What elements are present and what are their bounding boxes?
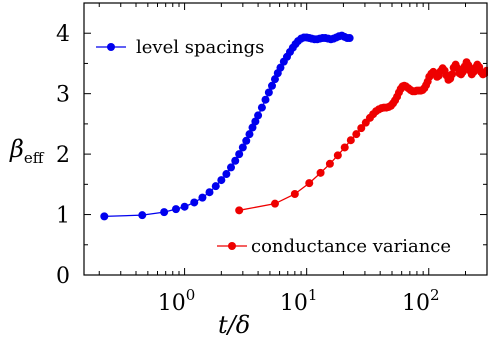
data-point-level-spacings [180, 202, 189, 211]
y-tick-label: 3 [56, 83, 70, 108]
data-point-level-spacings [276, 63, 285, 72]
data-point-level-spacings [231, 156, 240, 165]
legend-label-level-spacings: level spacings [136, 37, 264, 58]
axes-layer: 0 1 2 3 4 100 101 102 [56, 2, 488, 316]
series-layer [100, 31, 488, 221]
y-tick-label: 1 [56, 204, 70, 229]
data-point-conductance-variance [352, 130, 361, 139]
series-conductance-variance [235, 58, 488, 215]
labels-layer: βeff t/δ [9, 135, 250, 339]
data-point-level-spacings [198, 193, 207, 202]
data-point-conductance-variance [346, 136, 355, 145]
data-point-level-spacings [257, 103, 266, 112]
legend-label-conductance-variance: conductance variance [251, 236, 451, 257]
y-axis-label: βeff [9, 135, 45, 167]
data-point-level-spacings [190, 198, 199, 207]
data-point-level-spacings [238, 143, 247, 152]
x-axis-label: t/δ [218, 311, 250, 339]
data-point-level-spacings [211, 182, 220, 191]
data-point-level-spacings [160, 208, 169, 217]
data-point-conductance-variance [316, 168, 325, 177]
plot-frame [83, 2, 488, 276]
data-point-level-spacings [254, 111, 263, 120]
data-point-conductance-variance [357, 124, 366, 133]
data-point-level-spacings [100, 212, 109, 221]
series-line-conductance-variance [239, 60, 488, 211]
data-point-level-spacings [205, 188, 214, 197]
y-tick-label: 2 [56, 143, 70, 168]
x-tick-label: 100 [158, 286, 196, 316]
series-line-level-spacings [104, 34, 350, 218]
data-point-level-spacings [242, 136, 251, 145]
data-point-conductance-variance [340, 143, 349, 152]
legend-marker-conductance-variance [228, 242, 236, 250]
x-tick-label: 101 [280, 286, 318, 316]
legend-marker-level-spacings [107, 43, 115, 51]
legend-layer: level spacings conductance variance [96, 37, 451, 257]
data-point-level-spacings [217, 176, 226, 185]
data-point-conductance-variance [290, 190, 299, 198]
data-point-level-spacings [251, 117, 260, 126]
data-point-level-spacings [222, 170, 231, 179]
data-point-level-spacings [345, 34, 354, 43]
data-point-conductance-variance [325, 159, 334, 168]
y-axis-label-main: β [9, 135, 24, 163]
data-point-level-spacings [227, 163, 235, 172]
data-point-level-spacings [245, 130, 254, 139]
data-point-level-spacings [264, 88, 273, 97]
data-point-level-spacings [261, 95, 270, 104]
series-level-spacings [100, 31, 354, 221]
y-axis-label-subscript: eff [24, 149, 45, 167]
data-point-level-spacings [235, 150, 244, 159]
data-point-conductance-variance [305, 179, 314, 188]
data-point-level-spacings [138, 211, 147, 220]
x-tick-label: 102 [402, 286, 440, 316]
data-point-conductance-variance [333, 151, 342, 160]
y-tick-label: 4 [56, 22, 70, 47]
y-tick-label: 0 [56, 264, 70, 289]
data-point-conductance-variance [447, 70, 456, 79]
data-point-conductance-variance [270, 199, 279, 208]
data-point-conductance-variance [235, 206, 244, 215]
data-point-level-spacings [268, 81, 276, 90]
data-point-level-spacings [270, 75, 279, 84]
data-point-level-spacings [248, 123, 257, 132]
data-point-level-spacings [171, 205, 180, 214]
